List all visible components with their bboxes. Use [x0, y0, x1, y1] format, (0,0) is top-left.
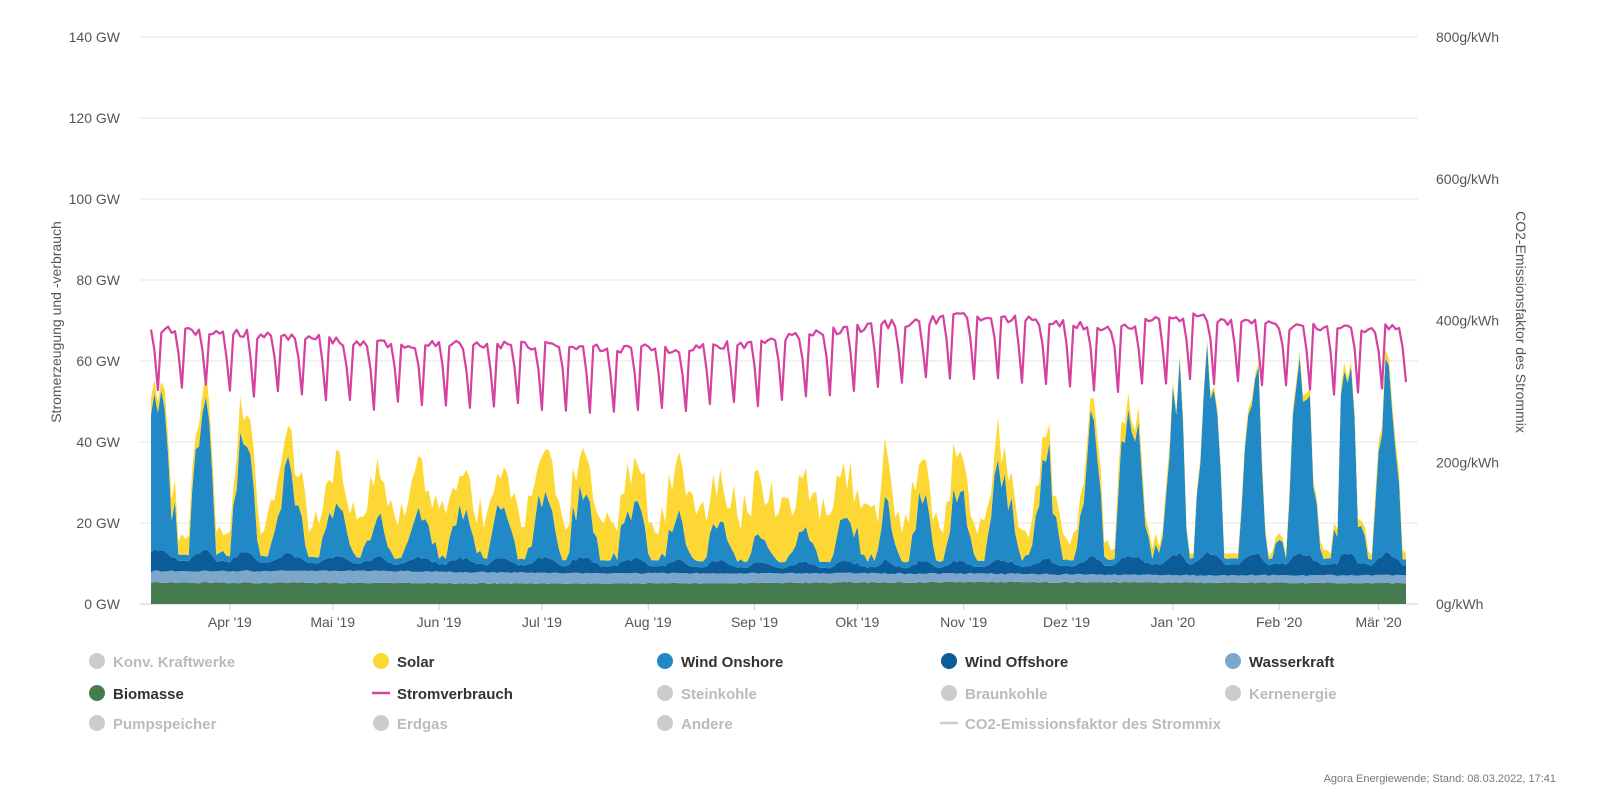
legend-item-erdgas[interactable]: Erdgas — [373, 715, 448, 733]
legend-circle-symbol — [373, 653, 389, 669]
axis-layer: 0 GW 20 GW 40 GW 60 GW 80 GW 100 GW 120 GW 140 … — [69, 29, 1499, 630]
legend-item-kernenergie[interactable]: Kernenergie — [1225, 685, 1337, 703]
legend-circle-symbol — [89, 685, 105, 701]
legend-item-stromverbrauch[interactable]: Stromverbrauch — [372, 686, 513, 703]
left-tick-label: 20 GW — [76, 515, 120, 531]
left-tick-label: 140 GW — [69, 29, 121, 45]
credits[interactable]: Agora Energiewende; Stand: 08.03.2022, 1… — [1324, 773, 1556, 785]
left-tick-label: 40 GW — [76, 434, 120, 450]
x-tick-label: Sep '19 — [731, 614, 778, 630]
legend-circle-symbol — [89, 715, 105, 731]
legend-circle-symbol — [373, 715, 389, 731]
legend-label: Stromverbrauch — [397, 686, 513, 703]
x-tick-label: Jan '20 — [1150, 614, 1195, 630]
left-tick-label: 120 GW — [69, 110, 121, 126]
x-tick-label: Jul '19 — [522, 614, 562, 630]
legend-label: CO2-Emissionsfaktor des Strommix — [965, 716, 1222, 733]
line-layer — [149, 312, 1408, 414]
legend-item-biomasse[interactable]: Biomasse — [89, 685, 184, 703]
x-tick-label: Nov '19 — [940, 614, 987, 630]
right-axis-title: CO2-Emissionsfaktor des Strommix — [1513, 211, 1529, 433]
area-wasserkraft — [151, 570, 1406, 585]
x-tick-label: Dez '19 — [1043, 614, 1090, 630]
area-layer — [151, 338, 1406, 604]
right-tick-label: 0g/kWh — [1436, 596, 1483, 612]
legend-item-solar[interactable]: Solar — [373, 653, 435, 671]
line-stromverbrauch — [149, 312, 1408, 414]
x-tick-label: Mär '20 — [1355, 614, 1401, 630]
legend-circle-symbol — [89, 653, 105, 669]
legend: Konv. Kraftwerke Solar Wind Onshore Wind Of… — [89, 653, 1337, 733]
legend-item-wind-offshore[interactable]: Wind Offshore — [941, 653, 1068, 671]
legend-item-pumpspeicher[interactable]: Pumpspeicher — [89, 715, 217, 733]
legend-circle-symbol — [657, 653, 673, 669]
legend-circle-symbol — [1225, 653, 1241, 669]
area-wind-offshore — [151, 549, 1406, 576]
right-tick-label: 200g/kWh — [1436, 454, 1499, 470]
legend-item-wind-onshore[interactable]: Wind Onshore — [657, 653, 783, 671]
legend-item-konv-kraftwerke[interactable]: Konv. Kraftwerke — [89, 653, 235, 671]
right-tick-label: 800g/kWh — [1436, 29, 1499, 45]
x-tick-label: Apr '19 — [208, 614, 252, 630]
x-tick-label: Feb '20 — [1256, 614, 1302, 630]
left-tick-label: 0 GW — [84, 596, 121, 612]
legend-item-andere[interactable]: Andere — [657, 715, 733, 733]
x-tick-label: Jun '19 — [417, 614, 462, 630]
left-axis-title: Stromerzeugung und -verbrauch — [48, 221, 64, 423]
legend-circle-symbol — [941, 653, 957, 669]
legend-label: Wind Offshore — [965, 654, 1068, 671]
legend-label: Pumpspeicher — [113, 716, 217, 733]
x-tick-label: Mai '19 — [310, 614, 355, 630]
right-tick-label: 600g/kWh — [1436, 171, 1499, 187]
legend-label: Andere — [681, 716, 733, 733]
x-tick-label: Aug '19 — [625, 614, 672, 630]
legend-item-wasserkraft[interactable]: Wasserkraft — [1225, 653, 1334, 671]
x-tick-label: Okt '19 — [835, 614, 879, 630]
legend-circle-symbol — [657, 685, 673, 701]
legend-label: Konv. Kraftwerke — [113, 654, 235, 671]
legend-circle-symbol — [941, 685, 957, 701]
legend-label: Wasserkraft — [1249, 654, 1334, 671]
left-tick-label: 100 GW — [69, 191, 121, 207]
legend-label: Erdgas — [397, 716, 448, 733]
legend-item-braunkohle[interactable]: Braunkohle — [941, 685, 1048, 703]
area-biomasse — [151, 581, 1406, 604]
legend-item-steinkohle[interactable]: Steinkohle — [657, 685, 757, 703]
legend-circle-symbol — [657, 715, 673, 731]
left-tick-label: 60 GW — [76, 353, 120, 369]
left-tick-label: 80 GW — [76, 272, 120, 288]
legend-label: Biomasse — [113, 686, 184, 703]
legend-label: Kernenergie — [1249, 686, 1337, 703]
legend-label: Wind Onshore — [681, 654, 783, 671]
right-tick-label: 400g/kWh — [1436, 313, 1499, 329]
area-wind-onshore — [151, 343, 1406, 569]
area-solar — [151, 338, 1406, 563]
legend-label: Steinkohle — [681, 686, 757, 703]
legend-circle-symbol — [1225, 685, 1241, 701]
legend-label: Solar — [397, 654, 435, 671]
legend-label: Braunkohle — [965, 686, 1048, 703]
legend-item-co2-emissionsfaktor-des-strommix[interactable]: CO2-Emissionsfaktor des Strommix — [940, 716, 1222, 733]
